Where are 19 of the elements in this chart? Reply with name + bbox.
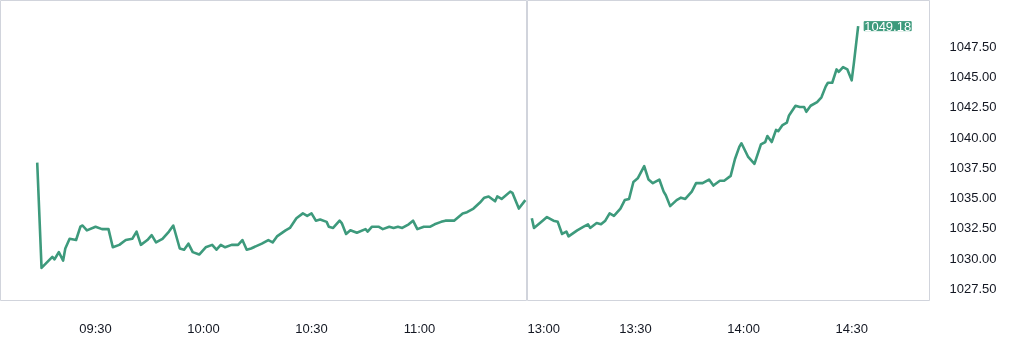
y-tick-label: 1037.50 <box>949 159 997 175</box>
x-tick-label: 10:30 <box>295 320 328 336</box>
x-tick-label: 14:00 <box>727 320 760 336</box>
y-tick-label: 1032.50 <box>949 220 997 236</box>
y-tick-label: 1042.50 <box>949 99 997 115</box>
x-tick-label: 11:00 <box>403 320 436 336</box>
y-tick-label: 1035.00 <box>949 190 997 206</box>
x-tick-label: 14:30 <box>835 320 868 336</box>
y-tick-label: 1045.00 <box>949 69 997 85</box>
x-tick-label: 13:30 <box>619 320 652 336</box>
x-tick-label: 10:00 <box>187 320 220 336</box>
y-tick-label: 1027.50 <box>949 280 997 296</box>
line-series <box>530 24 860 238</box>
x-tick-label: 09:30 <box>79 320 112 336</box>
y-tick-label: 1030.00 <box>949 250 997 266</box>
y-tick-label: 1040.00 <box>949 129 997 145</box>
x-tick-label: 13:00 <box>527 320 561 336</box>
annotation: 1049.18 <box>864 18 912 34</box>
y-tick-label: 1047.50 <box>949 38 997 54</box>
